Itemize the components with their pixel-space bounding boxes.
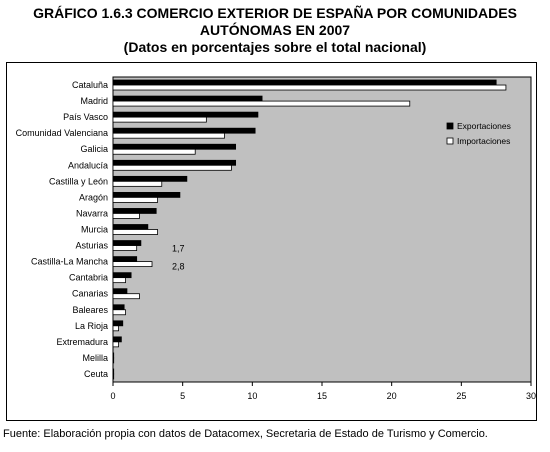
category-label: Andalucía xyxy=(68,160,108,170)
category-label: Cantabria xyxy=(69,273,108,283)
category-label: Extremadura xyxy=(56,337,108,347)
bar-exportaciones xyxy=(112,320,124,327)
x-tick-label: 20 xyxy=(387,391,397,401)
x-tick-label: 0 xyxy=(110,391,115,401)
bar-importaciones xyxy=(112,309,126,316)
bar-exportaciones xyxy=(112,288,128,295)
category-label: Canarias xyxy=(72,289,109,299)
bar-exportaciones xyxy=(112,95,263,102)
bar-exportaciones xyxy=(112,336,122,343)
category-label: Melilla xyxy=(82,353,108,363)
bar-importaciones xyxy=(112,357,115,364)
source-note: Fuente: Elaboración propia con datos de … xyxy=(3,428,488,440)
bar-importaciones xyxy=(112,213,140,219)
bar-importaciones xyxy=(112,261,153,268)
bar-importaciones xyxy=(112,293,140,300)
category-label: Baleares xyxy=(72,305,108,315)
bar-exportaciones xyxy=(112,143,237,150)
bar-exportaciones xyxy=(112,79,497,86)
category-label: Asturias xyxy=(75,241,108,251)
bar-exportaciones xyxy=(112,159,237,166)
chart-title-line2: AUTÓNOMAS EN 2007 xyxy=(199,22,351,38)
bar-importaciones xyxy=(112,132,225,139)
bar-exportaciones xyxy=(112,208,157,214)
x-tick-label: 5 xyxy=(180,391,185,401)
bar-exportaciones xyxy=(112,240,142,246)
bar-importaciones xyxy=(112,325,119,332)
category-label: Cataluña xyxy=(72,80,108,90)
bar-exportaciones xyxy=(112,175,188,182)
bar-exportaciones xyxy=(112,127,256,134)
category-label: La Rioja xyxy=(75,321,108,331)
bar-importaciones xyxy=(112,164,232,171)
legend-label-exportaciones: Exportaciones xyxy=(457,121,511,131)
bar-exportaciones xyxy=(112,304,125,311)
legend-swatch-exportaciones xyxy=(446,122,454,130)
bar-exportaciones xyxy=(112,111,259,118)
category-label: Castilla-La Mancha xyxy=(31,257,108,267)
chart-subtitle: (Datos en porcentajes sobre el total nac… xyxy=(123,39,427,55)
chart-title-line1: GRÁFICO 1.6.3 COMERCIO EXTERIOR DE ESPAÑ… xyxy=(33,5,517,21)
x-tick-label: 15 xyxy=(317,391,327,401)
category-label: Galicia xyxy=(80,144,108,154)
category-label: Madrid xyxy=(80,96,108,106)
bar-exportaciones xyxy=(112,272,132,279)
bar-exportaciones xyxy=(112,352,115,359)
category-label: Comunidad Valenciana xyxy=(16,128,108,138)
bar-exportaciones xyxy=(112,191,181,198)
category-label: Navarra xyxy=(76,208,108,218)
bar-exportaciones xyxy=(112,368,115,375)
bar-importaciones xyxy=(112,277,126,284)
bar-importaciones xyxy=(112,245,138,251)
bar-importaciones xyxy=(112,373,115,380)
bar-importaciones xyxy=(112,148,196,155)
bar-importaciones xyxy=(112,84,507,91)
data-annotation: 1,7 xyxy=(172,244,185,254)
x-tick-label: 10 xyxy=(247,391,257,401)
chart-frame: Cataluña Madrid País Vasco Comunidad Valenc… xyxy=(6,62,537,421)
bar-exportaciones xyxy=(112,256,138,263)
bar-importaciones xyxy=(112,180,163,187)
category-label: Castilla y León xyxy=(49,176,108,186)
bar-importaciones xyxy=(112,229,158,235)
bar-exportaciones xyxy=(112,224,149,230)
bar-importaciones xyxy=(112,196,158,203)
bar-importaciones xyxy=(112,100,411,107)
legend-swatch-importaciones xyxy=(446,137,454,145)
x-tick-label: 25 xyxy=(456,391,466,401)
bar-importaciones xyxy=(112,341,119,348)
category-label: Aragón xyxy=(79,192,108,202)
category-label: Ceuta xyxy=(84,369,108,379)
bar-chart: Cataluña Madrid País Vasco Comunidad Valenc… xyxy=(16,76,536,401)
x-tick-label: 30 xyxy=(526,391,536,401)
category-label: País Vasco xyxy=(63,112,108,122)
legend-label-importaciones: Importaciones xyxy=(457,136,510,146)
category-label: Murcia xyxy=(81,225,108,235)
data-annotation: 2,8 xyxy=(172,262,185,272)
bar-importaciones xyxy=(112,116,207,123)
